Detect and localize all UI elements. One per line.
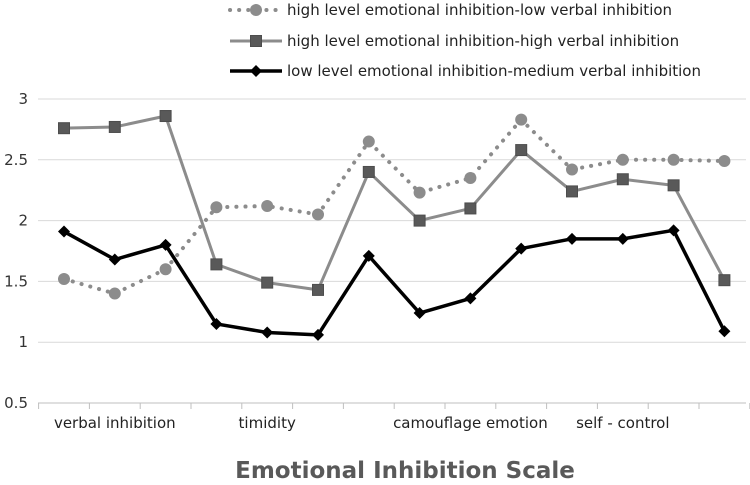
x-category-label: camouflage emotion <box>393 414 548 432</box>
axes: 0.5 1 1.5 2 2.5 3 verbal inhibition timidity cam… <box>4 90 750 432</box>
y-tick-label: 1 <box>18 333 28 351</box>
legend-label: high level emotional inhibition-low verb… <box>287 1 672 19</box>
series-2 <box>58 110 731 296</box>
data-point-diamond <box>413 307 426 320</box>
data-point-diamond <box>718 325 731 338</box>
y-tick-label: 2 <box>18 212 28 230</box>
data-point-circle <box>159 263 172 276</box>
x-category-label: timidity <box>239 414 296 432</box>
series-layer <box>58 110 731 341</box>
data-point-diamond <box>667 224 680 237</box>
data-point-square <box>210 258 223 271</box>
data-point-circle <box>108 287 121 300</box>
y-tick-label: 0.5 <box>4 394 28 412</box>
data-point-diamond <box>159 238 172 251</box>
data-point-diamond <box>616 232 629 245</box>
data-point-square <box>261 276 274 289</box>
data-point-circle <box>261 200 274 213</box>
data-point-circle <box>58 272 70 285</box>
data-point-diamond <box>250 65 262 77</box>
data-point-square <box>515 144 528 157</box>
data-point-square <box>413 214 426 227</box>
data-point-square <box>667 179 680 192</box>
data-point-diamond <box>210 317 223 330</box>
data-point-diamond <box>58 225 70 238</box>
data-point-circle <box>515 113 528 126</box>
data-point-circle <box>667 153 680 166</box>
data-point-circle <box>210 201 223 214</box>
data-point-circle <box>250 4 262 16</box>
data-point-square <box>566 185 578 198</box>
y-tick-label: 3 <box>18 90 28 108</box>
data-point-circle <box>413 186 426 199</box>
data-point-square <box>464 202 477 215</box>
data-point-square <box>250 35 262 47</box>
y-tick-label: 2.5 <box>4 151 28 169</box>
data-point-diamond <box>566 232 578 245</box>
legend-label: low level emotional inhibition-medium ve… <box>287 62 701 80</box>
data-point-square <box>718 274 731 287</box>
chart-title: Emotional Inhibition Scale <box>235 458 575 484</box>
legend-item-1: high level emotional inhibition-low verb… <box>228 1 672 19</box>
data-point-square <box>312 283 324 296</box>
data-point-square <box>362 165 375 178</box>
legend: high level emotional inhibition-low verb… <box>228 1 701 80</box>
legend-item-3: low level emotional inhibition-medium ve… <box>230 62 701 80</box>
series-3 <box>58 224 731 341</box>
data-point-square <box>616 173 629 186</box>
data-point-diamond <box>464 292 477 305</box>
data-point-diamond <box>108 253 121 266</box>
gridlines <box>38 98 746 343</box>
data-point-diamond <box>312 328 324 341</box>
data-point-circle <box>312 208 324 221</box>
data-point-circle <box>616 153 629 166</box>
x-category-label: self - control <box>576 414 669 432</box>
data-point-square <box>108 120 121 133</box>
data-point-circle <box>464 172 477 185</box>
data-point-diamond <box>362 249 375 262</box>
legend-item-2: high level emotional inhibition-high ver… <box>230 32 679 50</box>
series-line <box>63 228 726 337</box>
data-point-circle <box>362 135 375 148</box>
x-category-label: verbal inhibition <box>54 414 176 432</box>
legend-label: high level emotional inhibition-high ver… <box>287 32 679 50</box>
data-point-square <box>159 110 172 123</box>
y-tick-label: 1.5 <box>4 272 28 290</box>
series-1 <box>58 113 731 300</box>
data-point-circle <box>718 155 731 168</box>
data-point-diamond <box>261 326 274 339</box>
data-point-diamond <box>515 242 528 255</box>
data-point-circle <box>566 163 578 176</box>
data-point-square <box>58 122 70 135</box>
series-line <box>63 114 726 292</box>
